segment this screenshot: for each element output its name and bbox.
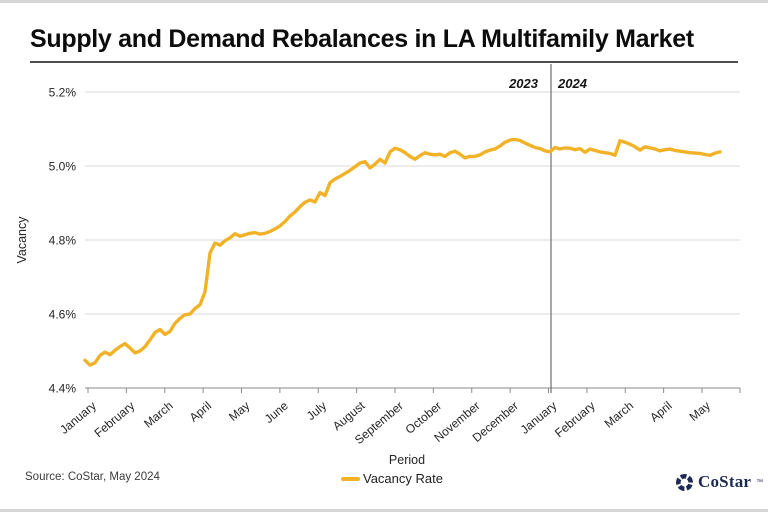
x-tick-label: July — [304, 399, 329, 423]
y-tick-label: 4.4% — [49, 382, 77, 396]
legend-line-swatch — [341, 476, 360, 481]
costar-pinwheel-icon — [676, 473, 693, 491]
year-label-2024: 2024 — [558, 76, 587, 91]
x-axis-title: Period — [389, 453, 425, 467]
legend-label: Vacancy Rate — [363, 471, 443, 486]
legend: Vacancy Rate — [341, 471, 443, 486]
x-tick-label: February — [92, 399, 138, 441]
x-tick-label: March — [602, 399, 637, 431]
y-tick-label: 4.6% — [49, 308, 77, 322]
year-label-2023: 2023 — [509, 76, 538, 91]
y-axis-title: Vacancy — [15, 216, 29, 264]
page-edge — [0, 509, 768, 512]
x-tick-label: May — [226, 399, 252, 424]
page-edge — [0, 0, 768, 3]
chart-title: Supply and Demand Rebalances in LA Multi… — [30, 25, 694, 53]
source-note: Source: CoStar, May 2024 — [25, 471, 160, 483]
x-tick-label: March — [141, 399, 176, 431]
x-tick-label: February — [552, 399, 598, 441]
trademark-symbol: ™ — [756, 478, 764, 486]
costar-wordmark: CoStar — [698, 472, 752, 491]
y-tick-label: 5.2% — [49, 86, 77, 100]
x-tick-label: June — [262, 398, 291, 426]
x-tick-label: April — [187, 399, 214, 425]
vacancy-rate-line — [83, 137, 722, 367]
y-tick-label: 5.0% — [49, 160, 77, 174]
costar-logo: CoStar ™ — [675, 472, 763, 492]
title-underline — [30, 61, 738, 63]
x-tick-label: May — [687, 399, 713, 424]
x-tick-label: April — [647, 399, 674, 425]
y-tick-label: 4.8% — [49, 234, 77, 248]
